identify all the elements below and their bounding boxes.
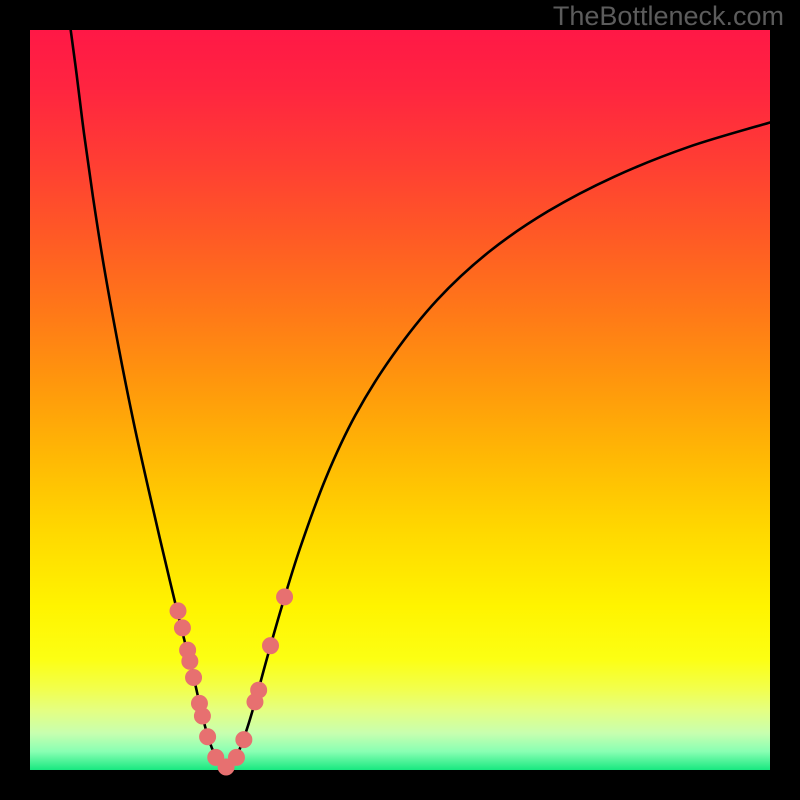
chart-marker <box>174 620 190 636</box>
chart-marker <box>200 729 216 745</box>
chart-curve-left <box>71 30 226 769</box>
chart-marker <box>236 732 252 748</box>
chart-stage: TheBottleneck.com <box>0 0 800 800</box>
chart-svg-layer <box>30 30 770 770</box>
watermark-text: TheBottleneck.com <box>553 1 784 32</box>
chart-marker <box>182 653 198 669</box>
chart-marker <box>263 638 279 654</box>
chart-markers-group <box>170 589 293 775</box>
chart-plot-area <box>30 30 770 770</box>
chart-marker <box>277 589 293 605</box>
chart-marker <box>228 749 244 765</box>
chart-marker <box>170 603 186 619</box>
chart-marker <box>194 708 210 724</box>
chart-curve-right <box>226 123 770 769</box>
chart-marker <box>251 682 267 698</box>
chart-marker <box>186 670 202 686</box>
